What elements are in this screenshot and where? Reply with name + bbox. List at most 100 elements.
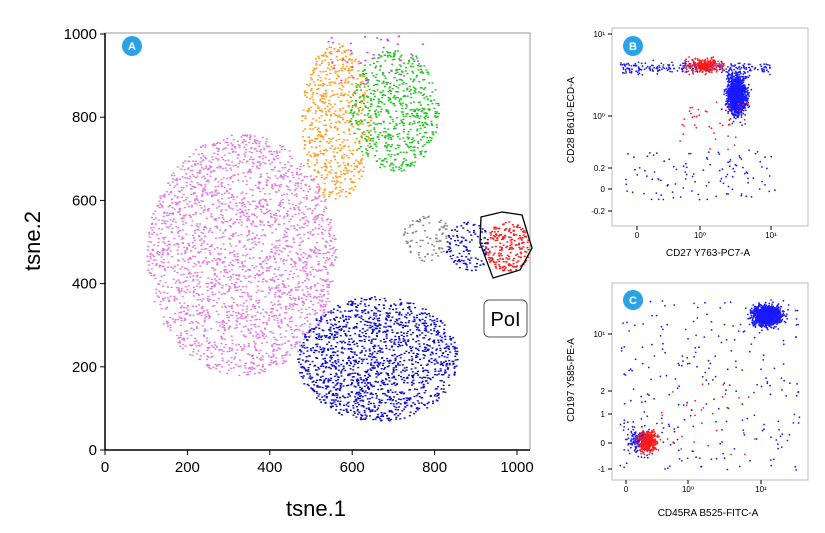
tsne-point	[355, 400, 358, 402]
tsne-point	[172, 267, 175, 269]
tsne-point	[318, 189, 321, 191]
tsne-point	[362, 335, 365, 337]
tsne-point	[311, 212, 314, 214]
tsne-point	[347, 145, 350, 148]
tsne-point	[429, 395, 432, 397]
tsne-point	[211, 156, 214, 158]
tsne-point	[256, 167, 259, 169]
tsne-point	[298, 209, 301, 212]
tsne-point	[218, 237, 221, 239]
tsne-point	[220, 202, 223, 205]
tsne-point	[382, 392, 384, 395]
tsne-point	[222, 243, 225, 245]
tsne-point	[307, 360, 310, 362]
tsne-point	[322, 309, 325, 312]
tsne-point	[236, 274, 239, 277]
tsne-point	[286, 215, 289, 217]
tsne-point	[223, 154, 226, 156]
tsne-point	[236, 255, 239, 258]
tsne-point	[183, 206, 186, 209]
tsne-point	[277, 344, 280, 346]
tsne-point	[163, 248, 165, 250]
tsne-point	[387, 138, 390, 140]
tsne-point	[276, 157, 279, 160]
tsne-point	[163, 222, 166, 224]
tsne-point	[358, 147, 361, 150]
tsne-point	[250, 361, 253, 363]
tsne-point	[256, 311, 259, 313]
tsne-point	[294, 346, 297, 348]
tsne-point	[244, 155, 247, 157]
tsne-point	[422, 403, 425, 406]
tsne-point	[405, 151, 408, 154]
tsne-point	[291, 276, 294, 279]
tsne-point	[233, 284, 236, 286]
tsne-point	[319, 150, 322, 152]
tsne-point	[455, 365, 458, 367]
tsne-point	[280, 307, 283, 309]
tsne-point	[178, 292, 181, 294]
tsne-point	[338, 121, 341, 124]
tsne-point	[334, 110, 337, 112]
tsne-point	[330, 51, 333, 53]
tsne-point	[300, 187, 303, 189]
tsne-point	[256, 365, 259, 367]
tsne-point	[207, 231, 210, 233]
tsne-point	[389, 86, 392, 88]
tsne-point	[206, 355, 209, 357]
tsne-point	[259, 205, 262, 207]
tsne-point	[167, 205, 170, 208]
tsne-point	[344, 333, 347, 335]
tsne-point	[223, 147, 226, 149]
tsne-point	[257, 352, 260, 355]
tsne-point	[316, 92, 318, 95]
tsne-point	[415, 57, 418, 59]
tsne-point	[206, 194, 209, 196]
tsne-point	[238, 374, 241, 377]
tsne-point	[303, 338, 306, 341]
tsne-point	[285, 354, 288, 356]
tsne-point	[236, 157, 239, 159]
tsne-point	[364, 305, 367, 307]
tsne-point	[262, 261, 265, 263]
tsne-point	[284, 163, 286, 166]
tsne-point	[324, 280, 326, 283]
tsne-point	[269, 361, 272, 364]
tsne-point	[411, 63, 414, 65]
tsne-point	[212, 145, 215, 147]
tsne-point	[340, 191, 343, 193]
tsne-point	[323, 189, 326, 192]
tsne-point	[387, 417, 390, 419]
tsne-point	[336, 180, 339, 182]
tsne-point	[325, 92, 328, 94]
tsne-point	[424, 389, 427, 392]
tsne-point	[416, 74, 419, 77]
tsne-point	[344, 110, 347, 112]
tsne-point	[434, 388, 437, 390]
tsne-point	[420, 152, 422, 154]
tsne-point	[265, 352, 268, 355]
tsne-point	[323, 334, 326, 337]
tsne-point	[339, 396, 342, 399]
tsne-point	[220, 221, 223, 223]
tsne-point	[374, 356, 377, 359]
tsne-point	[303, 323, 306, 325]
tsne-point	[305, 261, 308, 263]
tsne-point	[439, 370, 442, 372]
tsne-point	[413, 320, 416, 322]
tsne-point	[307, 332, 310, 334]
tsne-point	[297, 177, 300, 180]
tsne-point	[363, 75, 366, 78]
tsne-point	[446, 367, 449, 369]
tsne-point	[374, 327, 377, 330]
tsne-point	[281, 201, 284, 204]
tsne-point	[313, 351, 316, 354]
tsne-point	[232, 233, 235, 236]
tsne-point	[214, 177, 217, 180]
tsne-point	[350, 171, 353, 173]
tsne-point	[309, 335, 312, 337]
tsne-point	[240, 349, 243, 351]
tsne-point	[328, 337, 331, 339]
tsne-point	[406, 404, 409, 407]
tsne-point	[328, 235, 331, 237]
